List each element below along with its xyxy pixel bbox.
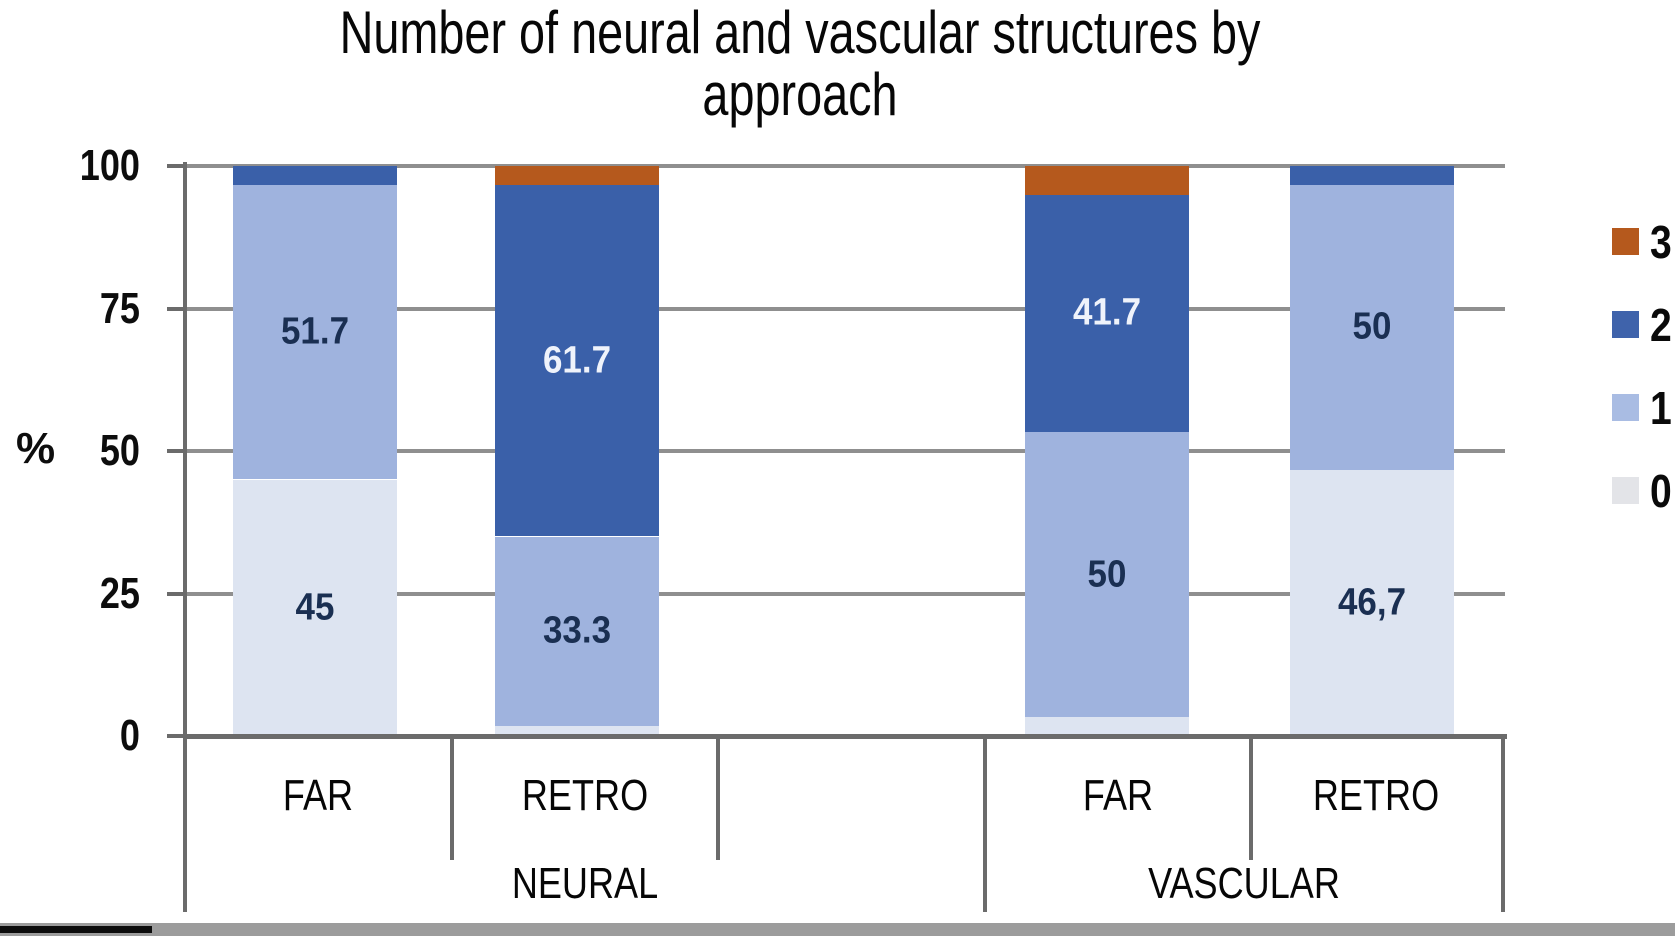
chart-title-line1: Number of neural and vascular structures… (339, 0, 1261, 66)
bar-vascular-retro-value-label-1: 50 (1352, 305, 1392, 348)
group-label-vascular: VASCULAR (1148, 859, 1340, 908)
bar-neural-far-segment-1 (233, 184, 397, 480)
legend-label-1: 1 (1650, 382, 1672, 434)
gridline-100 (185, 164, 1505, 168)
legend-swatch-1 (1612, 394, 1639, 421)
legend-swatch-0 (1612, 477, 1639, 504)
table-top-border (183, 734, 1507, 739)
bar-neural-far-segment-0 (233, 479, 397, 736)
bar-vascular-retro-segment-1 (1290, 184, 1454, 470)
legend-swatch-3 (1612, 228, 1639, 255)
y-tick-50 (167, 449, 185, 453)
chart-title-line2: approach (702, 61, 898, 128)
legend-swatch-2 (1612, 311, 1639, 338)
table-divider-full-0 (183, 736, 187, 912)
bar-neural-far-segment-2 (233, 166, 397, 185)
bar-vascular-far-segment-0 (1025, 717, 1189, 736)
bar-vascular-retro-segment-0 (1290, 469, 1454, 736)
bar-vascular-retro-value-label-0: 46,7 (1337, 581, 1407, 624)
bar-neural-retro-value-label-1: 33.3 (542, 609, 612, 652)
y-tick-label-0: 0 (119, 711, 140, 760)
bottom-rule-black-segment (0, 926, 152, 933)
category-label-neural-far: FAR (282, 771, 354, 820)
bar-neural-far-value-label-0: 45 (295, 586, 335, 629)
bar-vascular-far-segment-3 (1025, 166, 1189, 195)
y-tick-label-100: 100 (79, 141, 140, 190)
y-tick-label-50: 50 (99, 426, 140, 475)
y-axis-line (183, 162, 187, 740)
y-axis-unit-label: % (16, 424, 56, 473)
table-divider-full-1 (983, 736, 987, 912)
gridline-50 (185, 449, 1505, 453)
y-tick-25 (167, 591, 185, 596)
legend-label-3: 3 (1650, 216, 1672, 268)
bar-neural-retro-segment-3 (495, 166, 659, 185)
y-tick-label-25: 25 (99, 568, 140, 618)
category-label-neural-retro: RETRO (521, 771, 649, 820)
category-label-vascular-far: FAR (1082, 771, 1154, 820)
bar-vascular-far-value-label-2: 41.7 (1072, 291, 1142, 334)
y-tick-label-75: 75 (99, 283, 140, 333)
gridline-75 (185, 306, 1505, 311)
chart-title: Number of neural and vascular structures… (160, 2, 1440, 126)
y-tick-75 (167, 306, 185, 311)
bar-vascular-far-segment-2 (1025, 194, 1189, 433)
gridline-25 (185, 591, 1505, 596)
legend-label-0: 0 (1650, 465, 1672, 517)
y-tick-0 (167, 734, 185, 738)
table-divider-full-2 (1501, 736, 1505, 912)
bar-neural-far-value-label-1: 51.7 (280, 310, 350, 353)
bar-vascular-retro-segment-2 (1290, 166, 1454, 185)
legend-label-2: 2 (1650, 299, 1672, 351)
bar-neural-retro-segment-1 (495, 536, 659, 727)
bar-neural-retro-value-label-2: 61.7 (542, 339, 612, 382)
bar-vascular-far-value-label-1: 50 (1087, 553, 1127, 596)
table-divider-row1-1 (716, 736, 720, 860)
bar-neural-retro-segment-2 (495, 184, 659, 537)
table-divider-row1-0 (450, 736, 454, 860)
group-label-neural: NEURAL (511, 859, 659, 908)
bar-vascular-far-segment-1 (1025, 432, 1189, 718)
bar-neural-retro-segment-0 (495, 726, 659, 736)
table-divider-row1-2 (1249, 736, 1253, 860)
category-label-vascular-retro: RETRO (1312, 771, 1440, 820)
y-tick-100 (167, 164, 185, 168)
bottom-rule (0, 923, 1675, 936)
